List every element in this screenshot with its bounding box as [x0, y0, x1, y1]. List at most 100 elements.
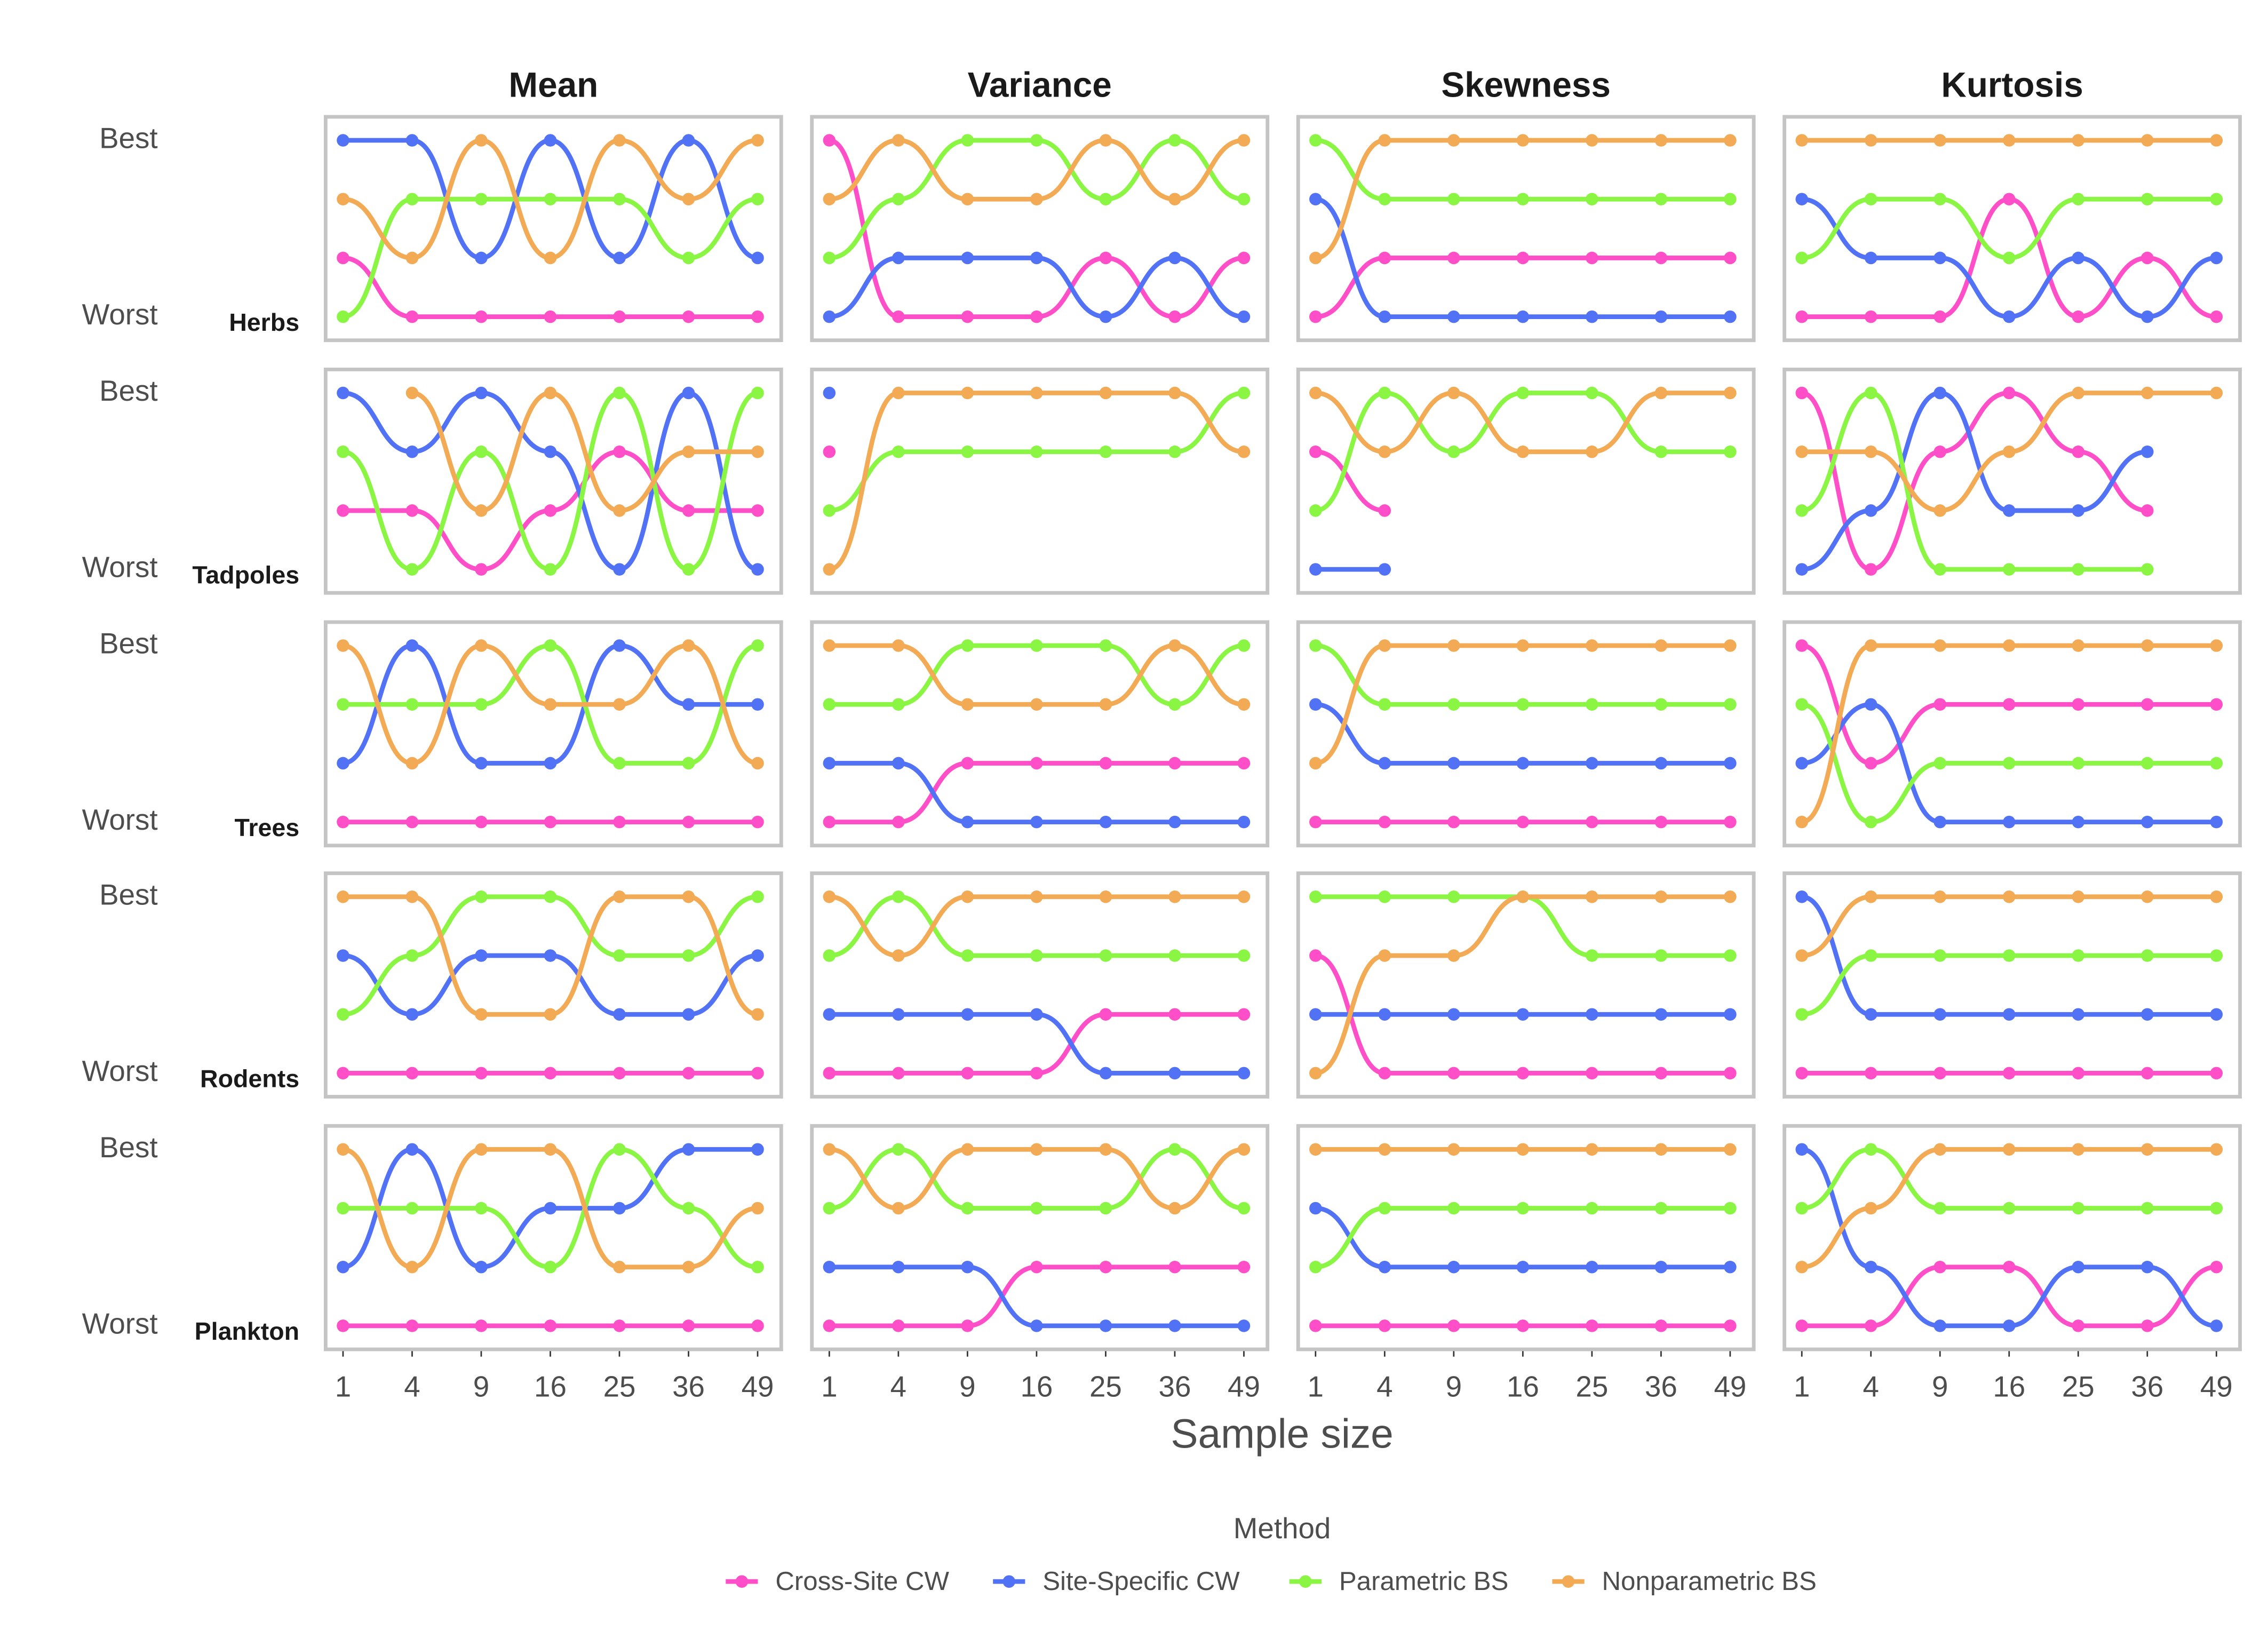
rank-line: [829, 894, 1244, 958]
rank-point: [1933, 504, 1947, 517]
rank-point: [337, 504, 349, 517]
rank-line: [829, 643, 1244, 707]
rank-point: [405, 563, 419, 576]
rank-point: [1309, 1260, 1322, 1274]
rank-point: [405, 698, 419, 711]
rank-point: [2072, 890, 2085, 903]
rank-point: [751, 1202, 764, 1215]
rank-point: [544, 1143, 557, 1156]
rank-point: [1586, 757, 1598, 770]
x-tick-label: 4: [1376, 1370, 1392, 1403]
x-tick-label: 16: [1507, 1370, 1539, 1403]
panel-border: [1296, 115, 1756, 343]
rank-point: [475, 1143, 488, 1156]
facet-title: Mean: [508, 66, 598, 105]
rank-point: [1447, 134, 1460, 147]
rank-line: [343, 894, 758, 1017]
x-tick-label: 36: [1645, 1370, 1677, 1403]
rank-point: [1654, 445, 1668, 458]
rank-point: [1654, 1202, 1668, 1215]
rank-point: [1030, 698, 1043, 711]
rank-point: [751, 1319, 764, 1332]
rank-point: [475, 193, 488, 206]
rank-point: [475, 949, 488, 962]
rank-point: [2141, 134, 2154, 147]
rank-point: [613, 251, 626, 265]
rank-point: [613, 1143, 626, 1156]
rank-point: [1309, 815, 1322, 829]
rank-point: [2072, 949, 2085, 962]
rank-point: [1309, 504, 1322, 517]
rank-point: [961, 698, 974, 711]
rank-point: [1237, 193, 1251, 206]
rank-point: [1933, 310, 1947, 323]
rank-point: [1237, 445, 1251, 458]
rank-point: [475, 1260, 488, 1274]
rank-point: [1237, 134, 1251, 147]
x-tick-label: 1: [821, 1370, 837, 1403]
panel: [810, 871, 1270, 1099]
rank-point: [1309, 445, 1322, 458]
rank-point: [1864, 1202, 1877, 1215]
rank-point: [2002, 445, 2016, 458]
rank-point: [1237, 310, 1251, 323]
rank-point: [2072, 1202, 2085, 1215]
x-tick-label: 25: [1575, 1370, 1608, 1403]
rank-point: [544, 1008, 557, 1021]
rank-point: [1933, 251, 1947, 265]
rank-point: [682, 949, 695, 962]
rank-point: [682, 1067, 695, 1080]
rank-point: [1099, 698, 1112, 711]
rank-point: [1864, 193, 1877, 206]
rank-point: [1237, 1143, 1251, 1156]
rank-point: [2072, 1143, 2085, 1156]
rank-point: [682, 563, 695, 576]
rank-point: [2002, 1260, 2016, 1274]
rank-point: [1309, 639, 1322, 652]
rank-point: [823, 890, 836, 903]
rank-point: [1378, 251, 1391, 265]
rank-point: [405, 134, 419, 147]
rank-point: [892, 1067, 905, 1080]
rank-point: [1654, 815, 1668, 829]
rank-point: [544, 1067, 557, 1080]
rank-point: [2210, 949, 2223, 962]
rank-point: [1933, 639, 1947, 652]
y-tick-label: Worst: [82, 298, 158, 331]
rank-point: [1378, 310, 1391, 323]
rank-point: [1586, 445, 1598, 458]
rank-point: [1447, 890, 1460, 903]
rank-line: [829, 1147, 1244, 1211]
legend-label: Site-Specific CW: [1043, 1567, 1240, 1596]
panel: [1782, 368, 2242, 595]
rank-point: [1168, 1143, 1181, 1156]
rank-point: [1724, 193, 1737, 206]
rank-point: [2072, 386, 2085, 400]
rank-point: [2210, 193, 2223, 206]
rank-point: [682, 1202, 695, 1215]
y-tick-label: Worst: [82, 803, 158, 836]
y-tick-label: Best: [99, 878, 158, 911]
rank-point: [2210, 1143, 2223, 1156]
panel-border: [810, 115, 1270, 343]
rank-point: [337, 251, 349, 265]
rank-point: [1654, 698, 1668, 711]
rank-point: [823, 1319, 836, 1332]
rank-point: [1378, 386, 1391, 400]
rank-point: [1237, 890, 1251, 903]
rank-point: [2002, 310, 2016, 323]
rank-point: [751, 504, 764, 517]
y-tick-label: Best: [99, 121, 158, 154]
rank-point: [475, 386, 488, 400]
panel-border: [810, 368, 1270, 595]
rank-point: [337, 1143, 349, 1156]
rank-point: [613, 1260, 626, 1274]
rank-point: [1099, 639, 1112, 652]
rank-line: [829, 1265, 1244, 1329]
rank-point: [751, 1260, 764, 1274]
rank-point: [1168, 386, 1181, 400]
rank-point: [1030, 310, 1043, 323]
rank-point: [1378, 815, 1391, 829]
panel: [1296, 115, 1756, 343]
rank-point: [1933, 1008, 1947, 1021]
